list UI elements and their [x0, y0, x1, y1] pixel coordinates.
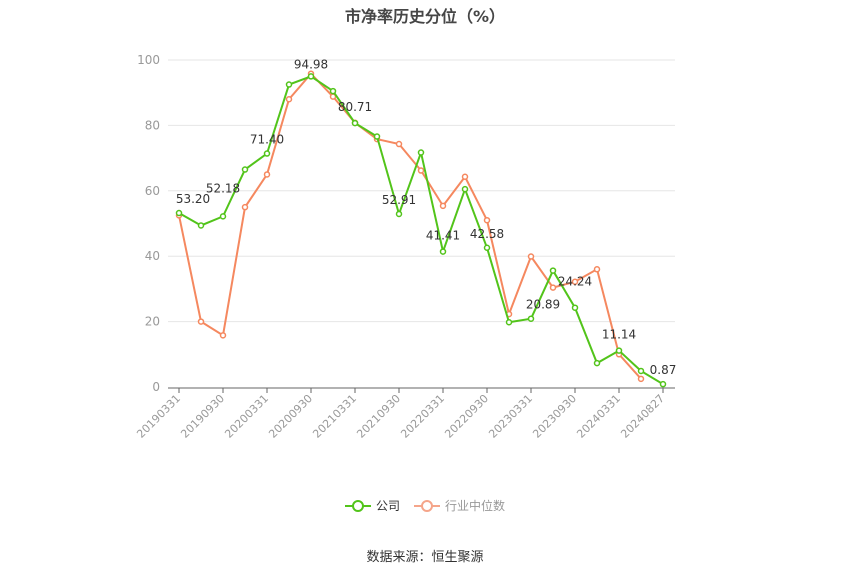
x-tick-label: 20220331 [398, 392, 447, 441]
y-tick-label: 60 [145, 184, 160, 198]
data-point[interactable] [549, 284, 557, 291]
data-label: 94.98 [294, 57, 328, 71]
x-tick-label: 20240827 [618, 392, 667, 441]
data-point[interactable] [593, 359, 601, 367]
data-point[interactable] [219, 213, 227, 220]
data-point[interactable] [197, 222, 205, 229]
data-label: 24.24 [558, 275, 592, 289]
data-point[interactable] [527, 315, 535, 322]
x-tick-label: 20200930 [266, 392, 315, 441]
legend-label-industry: 行业中位数 [445, 499, 506, 513]
data-point[interactable] [395, 210, 403, 218]
data-point[interactable] [417, 167, 425, 174]
data-label: 71.40 [250, 133, 284, 147]
legend-industry-icon [414, 499, 440, 512]
data-point[interactable] [571, 304, 579, 311]
x-tick-label: 20230930 [530, 392, 579, 441]
data-point[interactable] [637, 367, 645, 375]
data-point[interactable] [461, 185, 469, 193]
x-axis: 2019033120190930202003312020093020210331… [134, 387, 675, 441]
y-tick-label: 40 [145, 249, 160, 263]
data-point[interactable] [329, 87, 337, 95]
data-point[interactable] [571, 278, 579, 285]
data-point[interactable] [263, 150, 271, 157]
data-point[interactable] [439, 202, 447, 210]
data-point[interactable] [439, 248, 447, 255]
x-tick-label: 20190930 [178, 392, 227, 441]
x-tick-label: 20210331 [310, 392, 359, 441]
chart-title: 市净率历史分位（%） [344, 7, 506, 26]
x-tick-label: 20190331 [134, 392, 183, 441]
data-point[interactable] [285, 81, 293, 88]
x-tick-label: 20230331 [486, 392, 535, 441]
y-tick-label: 80 [145, 118, 160, 132]
data-label: 41.41 [426, 229, 460, 243]
data-point[interactable] [659, 380, 667, 388]
data-point[interactable] [241, 203, 249, 211]
y-axis: 0 20 40 60 80 100 [137, 53, 160, 394]
data-point[interactable] [461, 173, 469, 180]
y-tick-label: 100 [137, 53, 160, 67]
data-point[interactable] [615, 347, 623, 354]
data-label: 20.89 [526, 298, 560, 312]
data-point[interactable] [395, 140, 403, 148]
data-point[interactable] [241, 166, 249, 173]
data-point[interactable] [637, 375, 645, 383]
y-tick-label: 20 [145, 315, 160, 329]
data-label: 0.87 [650, 363, 677, 377]
legend-item-company[interactable]: 公司 [344, 497, 400, 514]
data-point[interactable] [263, 171, 271, 178]
legend: 公司 行业中位数 [0, 497, 850, 514]
x-tick-label: 20210930 [354, 392, 403, 441]
data-point[interactable] [483, 216, 491, 224]
legend-item-industry[interactable]: 行业中位数 [414, 497, 505, 514]
data-point[interactable] [175, 209, 183, 217]
data-point[interactable] [527, 253, 535, 260]
data-point[interactable] [285, 95, 293, 103]
data-point[interactable] [197, 318, 205, 325]
data-point[interactable] [417, 149, 425, 156]
data-point[interactable] [307, 73, 315, 80]
y-tick-label: 0 [152, 380, 160, 394]
data-point[interactable] [549, 267, 557, 274]
data-label: 42.58 [470, 227, 504, 241]
data-label: 52.18 [206, 181, 240, 195]
data-label: 53.20 [176, 192, 210, 206]
data-point[interactable] [483, 244, 491, 252]
data-label: 80.71 [338, 100, 372, 114]
data-point[interactable] [593, 266, 601, 273]
data-point[interactable] [505, 319, 513, 326]
legend-company-icon [344, 499, 371, 512]
data-point[interactable] [219, 332, 227, 339]
data-point[interactable] [373, 133, 381, 140]
legend-label-company: 公司 [375, 499, 400, 513]
x-tick-label: 20220930 [442, 392, 491, 441]
series-lines [175, 70, 667, 388]
industry-line [178, 72, 642, 380]
x-tick-label: 20240331 [574, 392, 623, 441]
x-tick-label: 20200331 [222, 392, 271, 441]
data-source: 数据来源：恒生聚源 [366, 550, 484, 565]
company-line [178, 75, 664, 386]
data-label: 52.91 [382, 193, 416, 207]
data-point[interactable] [351, 119, 359, 127]
data-label: 11.14 [602, 328, 636, 342]
grid-lines [168, 59, 675, 323]
